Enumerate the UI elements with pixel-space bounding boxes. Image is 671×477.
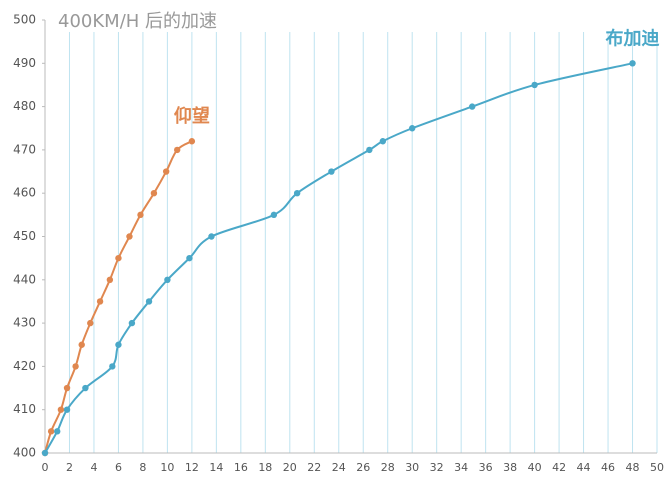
x-tick-label: 32	[430, 461, 444, 474]
data-point	[54, 428, 61, 435]
x-tick-label: 46	[601, 461, 615, 474]
data-point	[137, 211, 144, 219]
data-point	[150, 190, 158, 197]
x-tick-label: 26	[356, 461, 370, 474]
data-point	[145, 298, 153, 305]
x-tick-label: 28	[381, 461, 395, 474]
data-point	[63, 384, 71, 392]
data-point	[208, 233, 215, 240]
y-tick-label: 460	[13, 186, 36, 200]
x-tick-label: 8	[139, 461, 146, 474]
x-tick-label: 16	[234, 461, 248, 474]
x-tick-label: 34	[454, 461, 468, 474]
x-tick-label: 38	[503, 461, 517, 474]
y-tick-label: 490	[13, 56, 36, 70]
data-point	[96, 298, 104, 305]
x-tick-label: 30	[405, 461, 419, 474]
data-point	[115, 254, 122, 262]
data-point	[115, 341, 122, 348]
series-label: 仰望	[174, 105, 210, 127]
data-point	[186, 254, 193, 262]
data-point	[63, 406, 71, 413]
data-point	[162, 168, 170, 175]
y-tick-label: 500	[13, 13, 36, 27]
data-point	[173, 146, 181, 154]
y-tick-label: 430	[13, 316, 36, 330]
x-tick-label: 0	[42, 461, 49, 474]
x-tick-label: 36	[479, 461, 493, 474]
x-tick-label: 44	[577, 461, 591, 474]
x-tick-label: 2	[66, 461, 73, 474]
series-label: 布加迪	[606, 27, 660, 49]
data-point	[57, 406, 65, 413]
x-tick-label: 10	[160, 461, 174, 474]
y-tick-label: 440	[13, 272, 36, 286]
x-tick-label: 6	[115, 461, 122, 474]
data-point	[270, 211, 278, 219]
data-point	[87, 319, 94, 327]
x-tick-label: 20	[283, 461, 297, 474]
data-point	[109, 363, 116, 370]
data-point	[468, 103, 476, 110]
data-point	[72, 363, 79, 370]
chart-title: 400KM/H 后的加速	[58, 11, 217, 32]
x-tick-label: 22	[307, 461, 321, 474]
data-point	[164, 276, 171, 283]
x-tick-label: 50	[650, 461, 664, 474]
data-point	[188, 138, 196, 145]
data-point	[328, 168, 335, 175]
y-tick-label: 420	[13, 359, 36, 373]
x-tick-label: 42	[552, 461, 566, 474]
data-point	[78, 341, 85, 348]
data-point	[629, 60, 636, 67]
data-point	[409, 125, 416, 132]
x-tick-label: 18	[258, 461, 272, 474]
x-tick-label: 4	[90, 461, 97, 474]
x-tick-label: 14	[209, 461, 223, 474]
data-point	[379, 138, 387, 145]
data-point	[366, 146, 373, 154]
y-tick-label: 410	[13, 402, 36, 416]
x-tick-label: 12	[185, 461, 199, 474]
y-tick-label: 400	[13, 446, 36, 460]
data-point	[126, 233, 133, 240]
data-point	[82, 384, 89, 392]
data-point	[41, 449, 49, 457]
data-point	[293, 190, 301, 197]
data-point	[128, 319, 136, 327]
x-tick-label: 40	[528, 461, 542, 474]
y-tick-label: 470	[13, 142, 36, 156]
y-tick-label: 480	[13, 99, 36, 113]
series-line	[44, 140, 193, 454]
data-point	[106, 276, 114, 283]
x-tick-label: 48	[626, 461, 640, 474]
series-line	[44, 62, 633, 454]
x-tick-label: 24	[332, 461, 346, 474]
y-tick-label: 450	[13, 229, 36, 243]
data-point	[47, 428, 55, 435]
data-point	[531, 81, 538, 89]
